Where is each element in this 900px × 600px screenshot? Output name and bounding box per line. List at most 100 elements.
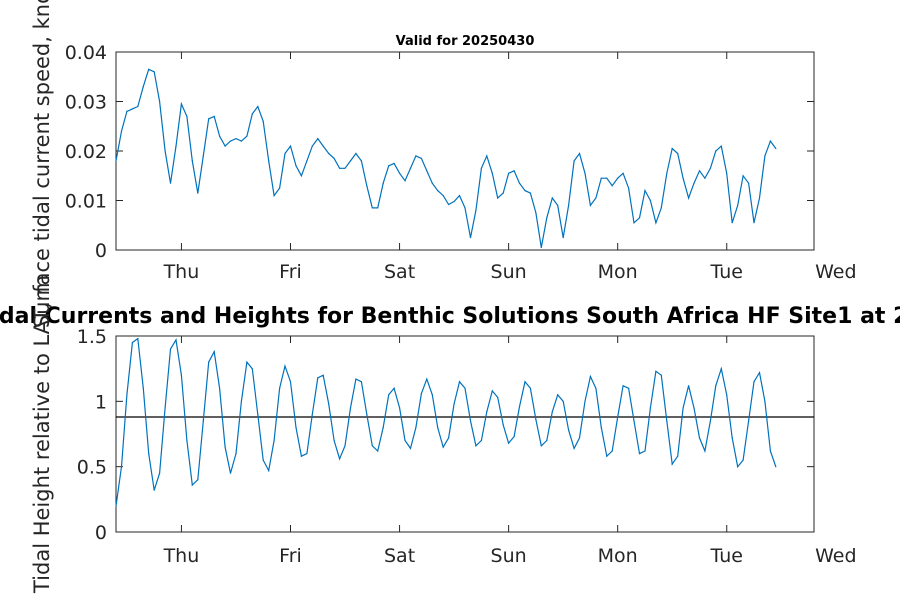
data-point <box>311 413 313 415</box>
data-point <box>246 135 248 137</box>
data-point <box>677 152 679 155</box>
data-point <box>153 71 155 73</box>
data-point <box>720 145 722 147</box>
data-point <box>426 378 428 380</box>
data-point <box>311 145 313 147</box>
data-point <box>726 172 728 174</box>
data-point <box>622 172 624 174</box>
data-point <box>224 446 226 448</box>
data-point <box>731 222 733 224</box>
data-point <box>611 185 613 187</box>
data-point <box>339 458 341 460</box>
data-point <box>404 180 406 182</box>
data-point <box>251 113 253 115</box>
data-point <box>197 192 199 194</box>
data-point <box>371 445 373 447</box>
tick-group: 0 0.5 1 1.5 Thu Fri Sat Sun Mon Tue Wed <box>77 326 857 567</box>
data-point <box>458 195 461 197</box>
data-point <box>202 155 204 157</box>
data-point <box>437 426 439 429</box>
plot-area <box>115 335 815 533</box>
data-point <box>660 207 662 209</box>
data-point <box>137 105 139 108</box>
data-point <box>638 217 641 219</box>
data-point <box>688 385 690 387</box>
data-point <box>688 197 690 199</box>
data-point <box>540 246 542 249</box>
data-point <box>764 400 766 402</box>
data-point <box>693 407 695 409</box>
data-point <box>518 406 521 408</box>
data-point <box>371 207 373 209</box>
data-point <box>737 204 739 206</box>
data-point <box>584 172 586 174</box>
data-point <box>633 222 635 224</box>
data-point <box>649 407 652 409</box>
data-point <box>709 420 712 422</box>
data-point <box>360 381 362 383</box>
data-point <box>769 140 772 142</box>
data-point <box>600 177 602 179</box>
data-point <box>655 222 657 224</box>
data-point <box>480 167 482 169</box>
data-point <box>600 426 602 429</box>
data-point <box>393 387 395 389</box>
data-point <box>628 187 630 189</box>
data-point <box>584 400 586 402</box>
y-tick-label: 0.02 <box>65 141 107 163</box>
data-point <box>677 455 679 457</box>
data-point <box>175 145 177 147</box>
data-point <box>262 459 264 461</box>
data-point <box>578 152 581 155</box>
data-point <box>775 466 777 468</box>
data-point <box>524 381 526 383</box>
data-point <box>557 394 559 396</box>
data-point <box>486 411 488 413</box>
data-point <box>159 100 161 103</box>
data-point <box>469 420 472 422</box>
y-tick-label: 0 <box>95 522 107 544</box>
data-point <box>300 175 302 177</box>
data-point <box>153 489 155 491</box>
data-point <box>649 199 652 202</box>
y-tick-label: 0.04 <box>65 42 107 64</box>
data-point <box>726 394 728 396</box>
data-point <box>349 160 352 162</box>
data-point <box>360 160 362 162</box>
data-point <box>289 145 292 147</box>
data-point <box>698 437 701 439</box>
x-tick-label: Sat <box>384 545 415 567</box>
data-point <box>589 204 592 206</box>
data-point <box>655 370 657 372</box>
data-point <box>486 155 488 157</box>
data-point <box>453 403 455 405</box>
data-point <box>120 130 123 132</box>
data-point <box>355 378 357 380</box>
data-point <box>546 217 548 219</box>
data-point <box>235 138 237 140</box>
y-tick-label: 0.03 <box>65 92 107 114</box>
data-point <box>306 160 308 162</box>
data-point <box>279 387 281 389</box>
data-point <box>257 413 259 415</box>
data-point <box>126 110 128 112</box>
data-point <box>644 450 646 452</box>
x-tick-label: Sun <box>491 261 527 283</box>
series-line <box>115 337 777 506</box>
data-point <box>682 407 684 409</box>
data-point <box>377 450 379 452</box>
data-point <box>382 426 384 429</box>
data-point <box>229 472 232 474</box>
panel-title: Valid for 20250430 <box>396 34 535 49</box>
data-point <box>202 420 204 422</box>
data-point <box>180 103 182 105</box>
data-point <box>213 115 215 117</box>
data-point <box>508 172 510 174</box>
tidal-height-panel: 0 0.5 1 1.5 Thu Fri Sat Sun Mon Tue Wed <box>77 326 857 567</box>
y-axis-label: Tidal Height relative to LAT, m <box>30 275 54 594</box>
data-point <box>508 442 510 444</box>
data-point <box>709 167 712 169</box>
data-point <box>704 450 706 452</box>
data-point <box>137 338 139 340</box>
data-point <box>115 160 117 162</box>
